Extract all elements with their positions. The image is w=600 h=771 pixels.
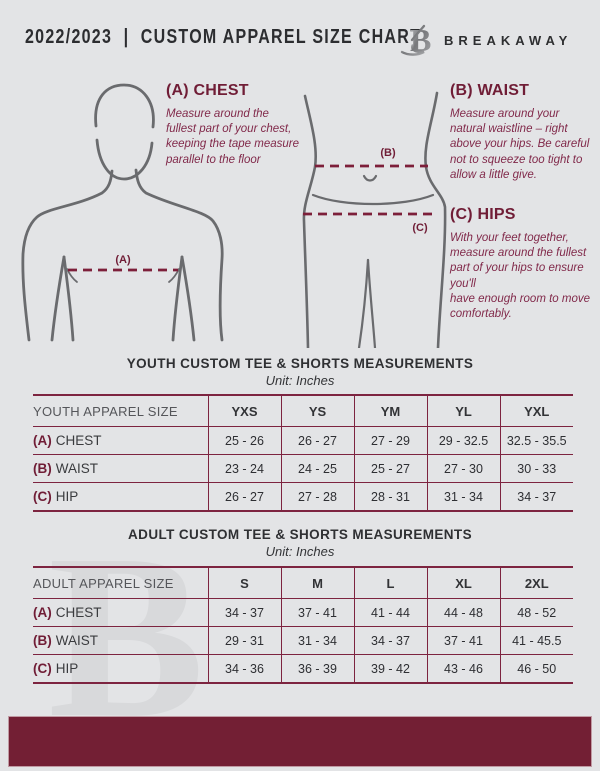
adult-section-title: ADULT CUSTOM TEE & SHORTS MEASUREMENTS <box>128 527 472 542</box>
row-key: (B) <box>33 461 52 476</box>
chest-instructions: (A) CHEST Measure around the fullest par… <box>166 82 299 168</box>
row-label: CHEST <box>55 605 102 620</box>
adult-waist-l: 34 - 37 <box>353 626 427 655</box>
youth-header-size: YOUTH APPAREL SIZE <box>33 395 208 427</box>
row-label: WAIST <box>55 633 98 648</box>
left-shoulder-arm <box>21 169 114 342</box>
adult-hip-s: 34 - 36 <box>207 654 281 683</box>
row-label: CHEST <box>55 433 102 448</box>
youth-hip-ys: 27 - 28 <box>280 482 354 511</box>
row-key: (C) <box>33 661 52 676</box>
adult-hip-row: (C) HIP 34 - 36 36 - 39 39 - 42 43 - 46 4… <box>33 654 573 683</box>
youth-hip-row: (C) HIP 26 - 27 27 - 28 28 - 31 31 - 34 3… <box>33 482 573 511</box>
youth-table-header-row: YOUTH APPAREL SIZE YXS YS YM YL YXL <box>33 395 573 427</box>
youth-chest-yxl: 32.5 - 35.5 <box>499 426 573 455</box>
waist-line-label: (B) <box>380 147 396 159</box>
adult-header-2xl: 2XL <box>499 567 573 599</box>
youth-header-yxs: YXS <box>207 395 281 427</box>
waist-instructions-title: (B) WAIST <box>450 82 530 99</box>
youth-waist-row: (B) WAIST 23 - 24 24 - 25 25 - 27 27 - 30… <box>33 454 573 483</box>
youth-chest-ys: 26 - 27 <box>280 426 354 455</box>
youth-chest-row: (A) CHEST 25 - 26 26 - 27 27 - 29 29 - 32… <box>33 426 573 455</box>
waist-instructions: (B) WAIST Measure around your natural wa… <box>450 82 590 183</box>
adult-waist-xl: 37 - 41 <box>426 626 500 655</box>
youth-section-unit: Unit: Inches <box>265 373 335 388</box>
youth-waist-ys: 24 - 25 <box>280 454 354 483</box>
adult-waist-row: (B) WAIST 29 - 31 31 - 34 34 - 37 37 - 41… <box>33 626 573 655</box>
adult-header-l: L <box>353 567 427 599</box>
chest-instructions-body: Measure around the fullest part of your … <box>166 108 299 166</box>
right-torso-outline <box>424 91 447 348</box>
row-key: (C) <box>33 489 52 504</box>
row-label: HIP <box>55 661 79 676</box>
chest-measurement-figure: (A) <box>21 83 224 342</box>
right-shoulder-arm <box>134 168 224 342</box>
hips-instructions-title: (C) HIPS <box>450 206 516 223</box>
hips-line-label: (C) <box>412 222 428 234</box>
head-outline <box>94 83 155 129</box>
row-key: (A) <box>33 605 52 620</box>
waist-instructions-body: Measure around your natural waistline – … <box>450 108 590 181</box>
youth-waist-yxs: 23 - 24 <box>207 454 281 483</box>
adult-header-size: ADULT APPAREL SIZE <box>33 567 208 599</box>
adult-chest-m: 37 - 41 <box>280 598 354 627</box>
adult-size-table: ADULT APPAREL SIZE S M L XL 2XL (A) CHEST… <box>33 566 573 684</box>
youth-header-ys: YS <box>280 395 354 427</box>
youth-chest-ym: 27 - 29 <box>353 426 427 455</box>
adult-waist-s: 29 - 31 <box>207 626 281 655</box>
youth-chest-yxs: 25 - 26 <box>207 426 281 455</box>
youth-waist-ym: 25 - 27 <box>353 454 427 483</box>
hip-curve <box>311 193 435 206</box>
adult-chest-row: (A) CHEST 34 - 37 37 - 41 41 - 44 44 - 48… <box>33 598 573 627</box>
jaw-outline <box>95 138 154 181</box>
youth-size-table: YOUTH APPAREL SIZE YXS YS YM YL YXL (A) C… <box>33 394 573 512</box>
row-key: (B) <box>33 633 52 648</box>
adult-chest-l: 41 - 44 <box>353 598 427 627</box>
inner-leg-left <box>357 258 370 348</box>
adult-section-unit: Unit: Inches <box>265 544 335 559</box>
youth-hip-yxs: 26 - 27 <box>207 482 281 511</box>
navel <box>362 174 378 182</box>
youth-section-title: YOUTH CUSTOM TEE & SHORTS MEASUREMENTS <box>126 356 474 371</box>
footer-bar <box>8 716 592 767</box>
adult-waist-2xl: 41 - 45.5 <box>499 626 573 655</box>
youth-chest-yl: 29 - 32.5 <box>426 426 500 455</box>
adult-hip-m: 36 - 39 <box>280 654 354 683</box>
adult-waist-m: 31 - 34 <box>280 626 354 655</box>
youth-header-ym: YM <box>353 395 427 427</box>
adult-hip-xl: 43 - 46 <box>426 654 500 683</box>
brand-name: BREAKAWAY <box>444 33 573 48</box>
inner-leg-right <box>366 258 377 348</box>
adult-header-xl: XL <box>426 567 500 599</box>
youth-header-yl: YL <box>426 395 500 427</box>
row-key: (A) <box>33 433 52 448</box>
adult-table-header-row: ADULT APPAREL SIZE S M L XL 2XL <box>33 567 573 599</box>
chest-line-label: (A) <box>115 254 131 266</box>
row-label: WAIST <box>55 461 98 476</box>
left-torso-outline <box>302 94 317 348</box>
youth-hip-yl: 31 - 34 <box>426 482 500 511</box>
adult-chest-2xl: 48 - 52 <box>499 598 573 627</box>
row-label: HIP <box>55 489 79 504</box>
adult-header-s: S <box>207 567 281 599</box>
svg-text:B: B <box>410 22 431 58</box>
page-title: 2022/2023 | CUSTOM APPAREL SIZE CHART <box>25 26 422 48</box>
youth-header-yxl: YXL <box>499 395 573 427</box>
breakaway-logo-icon: B <box>400 22 431 58</box>
chest-instructions-title: (A) CHEST <box>166 82 249 99</box>
adult-hip-2xl: 46 - 50 <box>499 654 573 683</box>
youth-hip-yxl: 34 - 37 <box>499 482 573 511</box>
hips-instructions: (C) HIPS With your feet together, measur… <box>450 206 600 322</box>
adult-chest-s: 34 - 37 <box>207 598 281 627</box>
youth-waist-yl: 27 - 30 <box>426 454 500 483</box>
adult-header-m: M <box>280 567 354 599</box>
youth-hip-ym: 28 - 31 <box>353 482 427 511</box>
youth-waist-yxl: 30 - 33 <box>499 454 573 483</box>
hips-instructions-body: With your feet together, measure around … <box>450 232 591 320</box>
adult-chest-xl: 44 - 48 <box>426 598 500 627</box>
adult-hip-l: 39 - 42 <box>353 654 427 683</box>
waist-hips-measurement-figure: (B) (C) <box>302 91 447 348</box>
